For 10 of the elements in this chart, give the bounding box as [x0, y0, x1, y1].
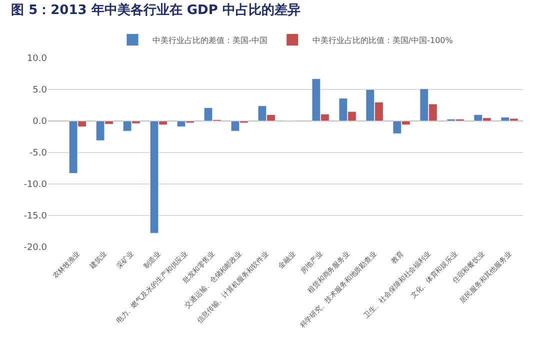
y-tick-label: -10.0: [24, 180, 48, 190]
legend-label: 中美行业占比的差值：美国-中国: [152, 36, 268, 45]
y-tick-label: -15.0: [24, 212, 48, 222]
y-tick-label: 5.0: [32, 86, 48, 96]
legend-label: 中美行业占比的比值：美国/中国-100%: [312, 36, 454, 45]
y-tick-label: 10.0: [26, 54, 48, 64]
chart-title: 图 5：2013 年中美各行业在 GDP 中占比的差异: [11, 2, 300, 18]
y-tick-label: 0.0: [32, 117, 48, 128]
y-tick-label: -20.0: [24, 243, 48, 254]
y-tick-label: -5.0: [29, 148, 48, 159]
